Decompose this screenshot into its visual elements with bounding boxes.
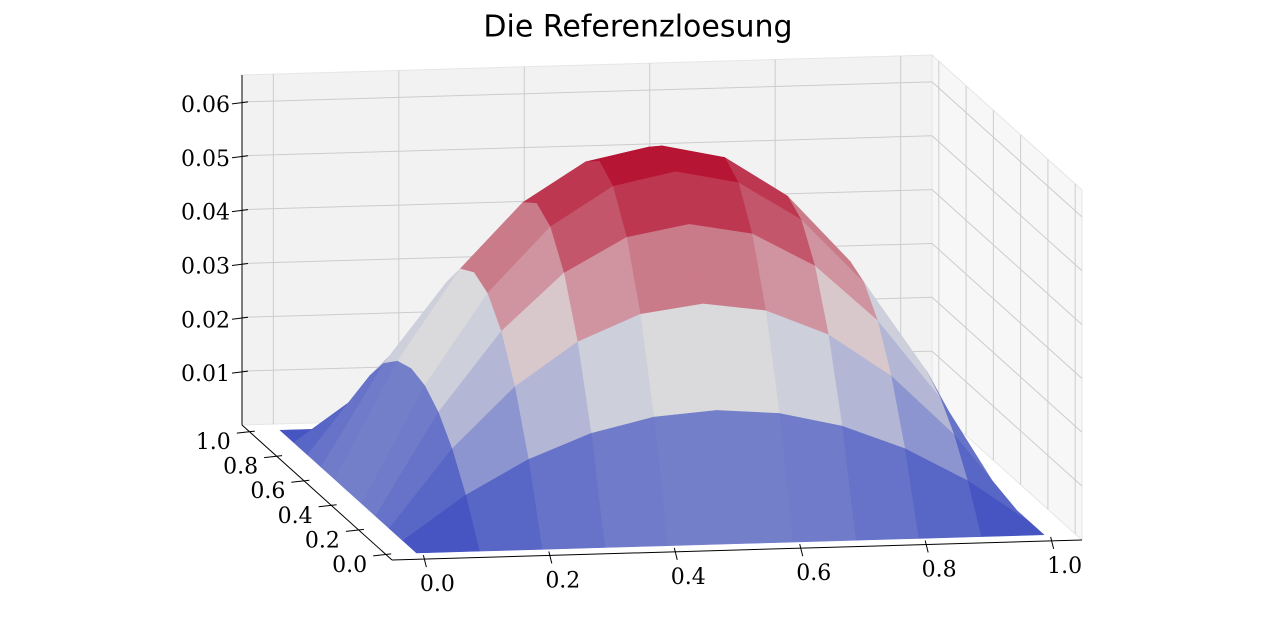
grid-line — [931, 189, 1083, 325]
y-tick-label: 1.0 — [196, 430, 231, 455]
grid-line — [931, 243, 1083, 379]
grid-line — [931, 135, 1083, 272]
chart-title: Die Referenzloesung — [483, 10, 792, 45]
z-tick-label: 0.01 — [181, 362, 230, 387]
z-tick-label: 0.05 — [181, 147, 230, 172]
x-tick — [1050, 536, 1055, 550]
x-tick-label: 0.8 — [922, 558, 957, 583]
y-tick — [264, 455, 283, 459]
x-tick-label: 0.6 — [796, 561, 831, 586]
x-tick — [924, 540, 929, 553]
z-tick — [231, 316, 249, 320]
surface-face — [402, 494, 480, 554]
z-tick — [231, 370, 249, 374]
z-tick-label: 0.02 — [181, 308, 230, 333]
y-tick — [291, 479, 310, 483]
axis-line — [391, 539, 1083, 561]
z-tick — [231, 155, 249, 159]
z-tick-label: 0.06 — [181, 93, 230, 118]
x-tick-label: 0.2 — [545, 568, 580, 593]
x-tick — [548, 551, 553, 564]
grid-line — [241, 81, 933, 103]
x-tick-label: 1.0 — [1047, 554, 1082, 579]
z-tick — [231, 101, 249, 105]
z-tick-label: 0.04 — [181, 201, 230, 226]
y-tick-label: 0.4 — [278, 504, 313, 529]
y-tick-label: 0.0 — [332, 553, 367, 578]
x-tick-label: 0.4 — [671, 565, 706, 590]
z-tick — [231, 209, 249, 213]
right-pane — [931, 53, 1083, 542]
y-tick — [236, 430, 255, 434]
x-tick-label: 0.0 — [420, 572, 455, 597]
y-tick — [318, 504, 337, 508]
grid-line — [931, 81, 1083, 218]
y-tick — [373, 553, 392, 557]
y-tick-label: 0.8 — [223, 455, 258, 480]
y-tick-label: 0.6 — [250, 479, 285, 504]
grid-line — [931, 350, 1083, 487]
grid-line — [931, 296, 1083, 433]
z-tick — [231, 262, 249, 266]
y-tick — [345, 528, 364, 532]
x-tick — [673, 547, 678, 560]
grid-line — [241, 135, 933, 157]
x-tick — [422, 554, 427, 568]
y-tick-label: 0.2 — [305, 528, 340, 553]
x-tick — [799, 544, 804, 557]
z-tick-label: 0.03 — [181, 254, 230, 279]
axis-line — [241, 424, 393, 561]
